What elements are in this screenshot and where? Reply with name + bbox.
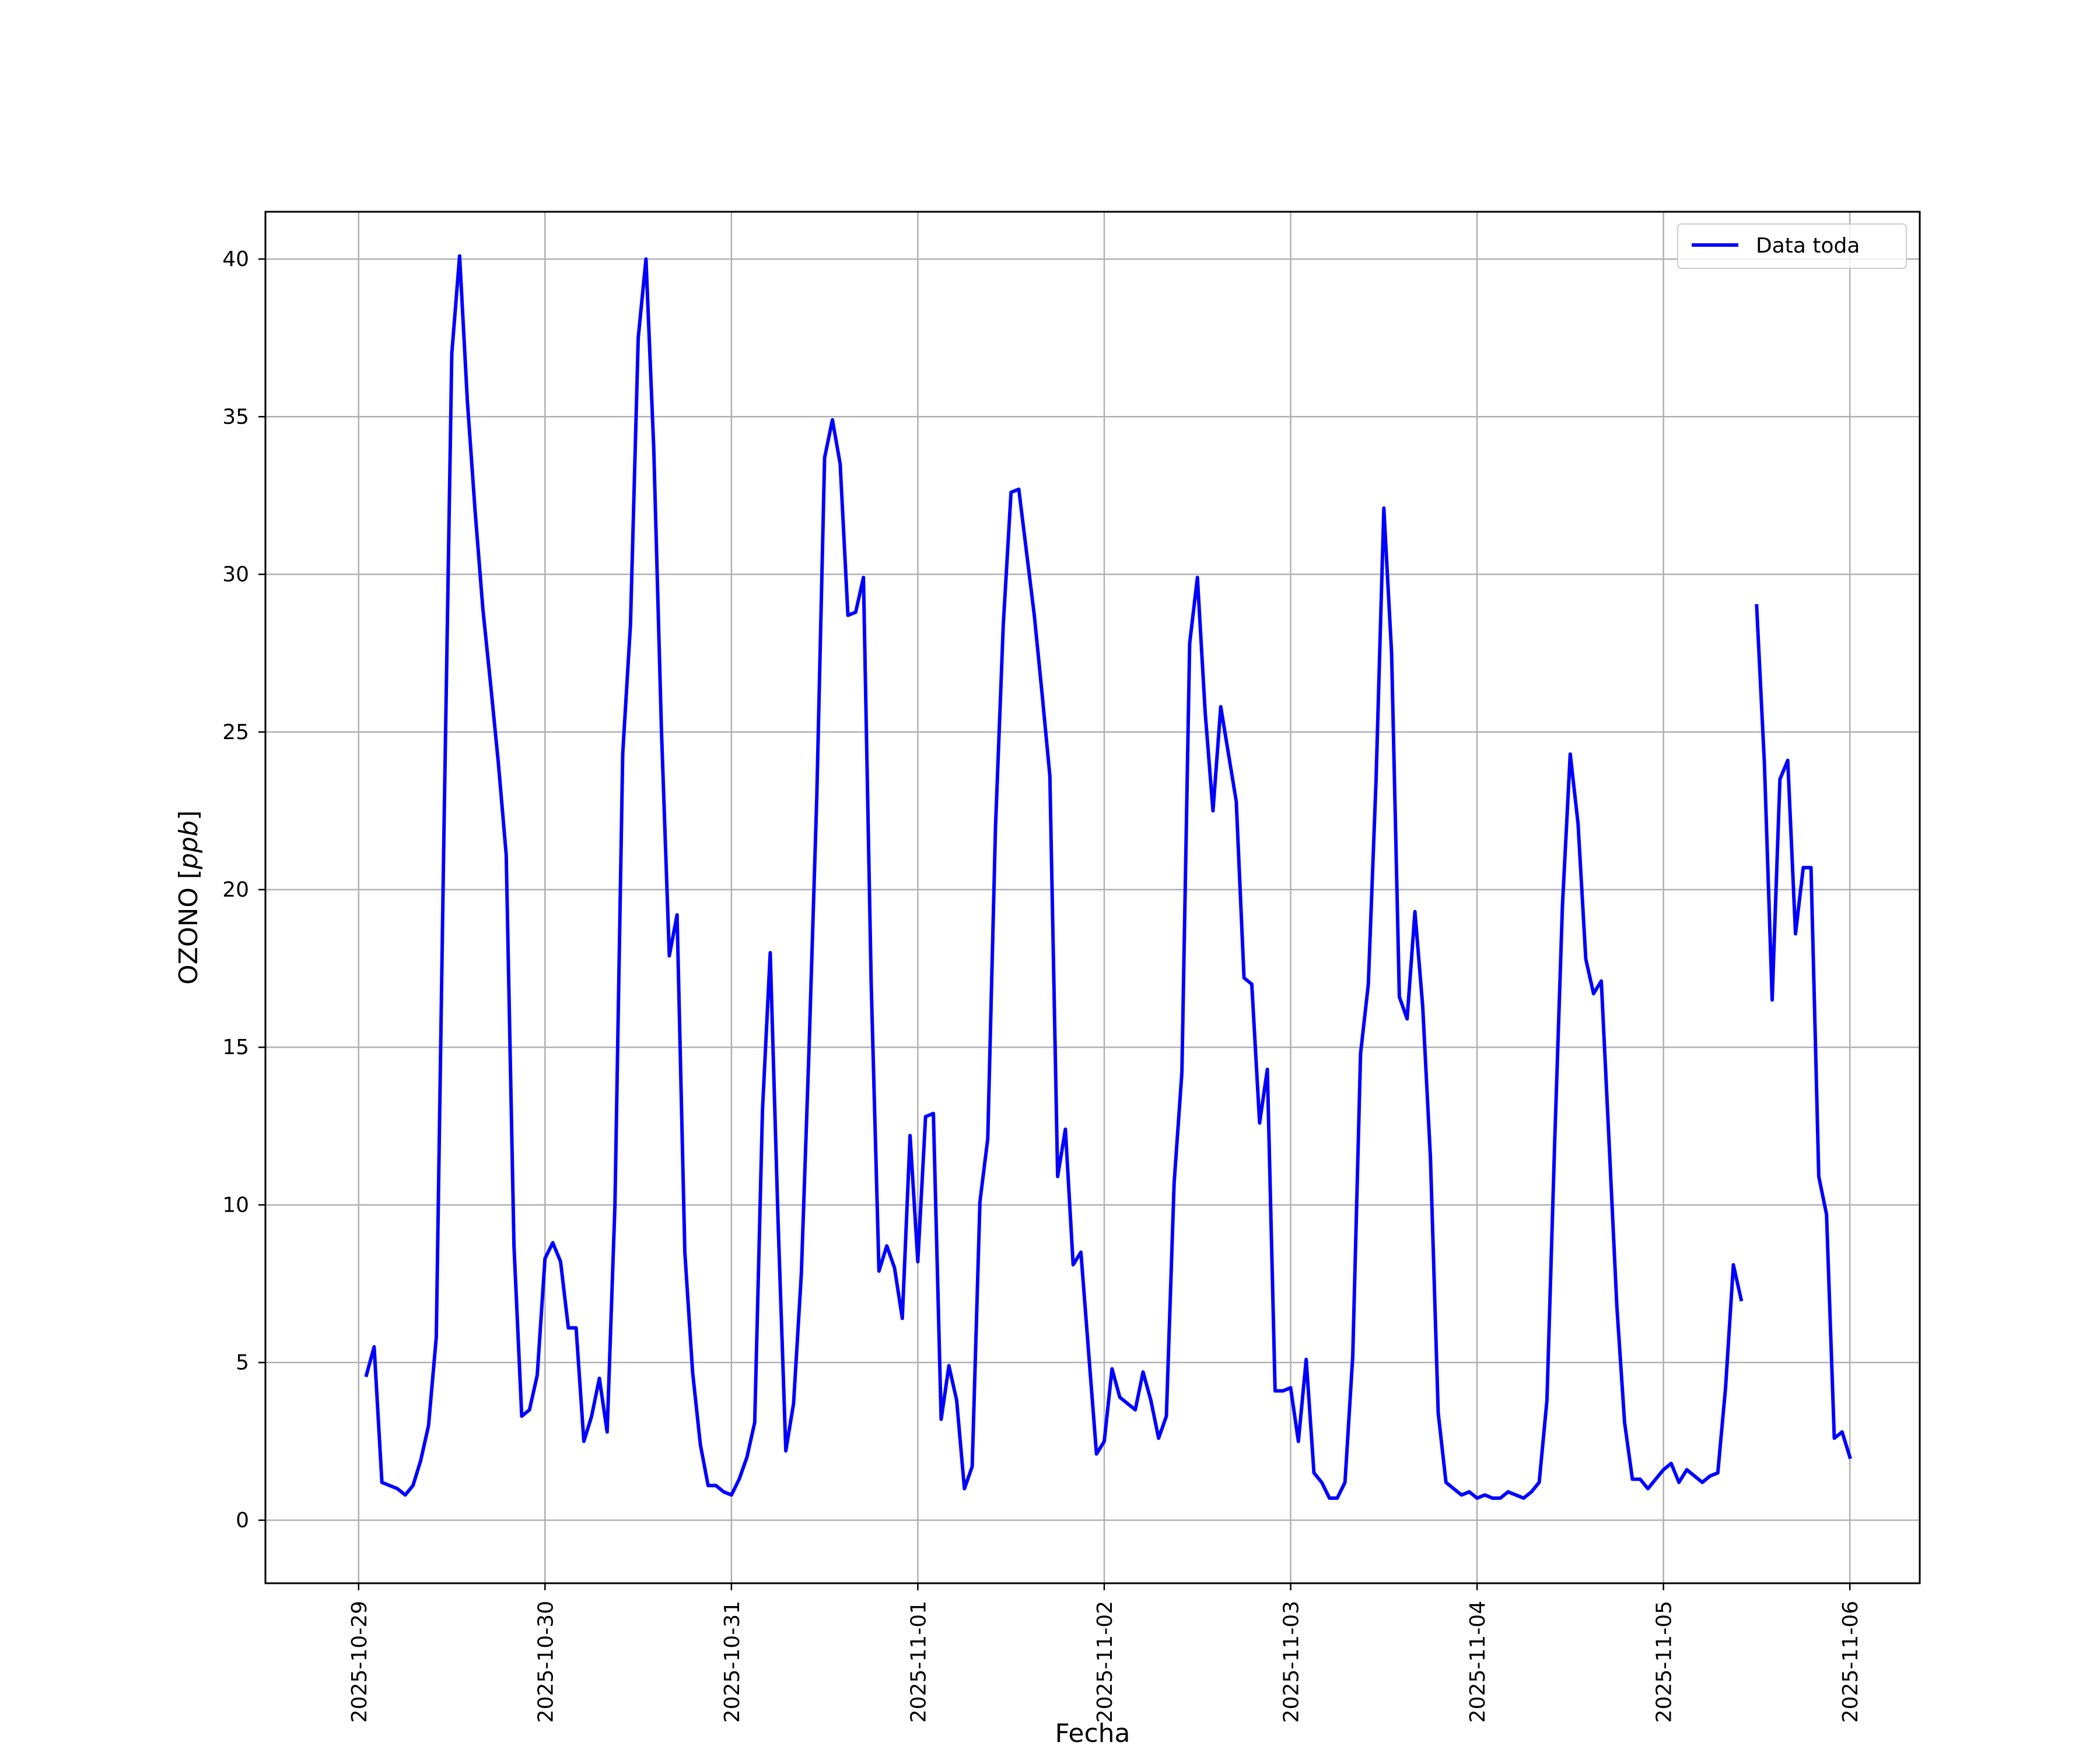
x-tick-label: 2025-11-06 [1839,1601,1863,1723]
legend: Data toda [1677,223,1907,269]
y-tick-label: 15 [222,1035,249,1059]
y-tick-label: 30 [222,563,249,587]
x-axis-label: Fecha [1055,1719,1130,1748]
plot-frame [264,211,1921,1584]
grid [265,212,1920,1583]
y-tick-label: 0 [236,1509,249,1532]
x-tick-label: 2025-11-02 [1093,1601,1117,1723]
x-tick-labels: 2025-10-29 2025-10-30 2025-10-31 2025-11-01… [348,1601,1863,1723]
x-tick-label: 2025-11-03 [1280,1601,1304,1723]
series-lines [364,254,1852,1500]
legend-label: Data toda [1756,234,1860,258]
x-tick-label: 2025-11-04 [1466,1601,1490,1723]
y-tick-label: 5 [236,1351,249,1375]
y-axis-label-unit: ppb [174,820,204,870]
x-tick-label: 2025-10-31 [720,1601,744,1723]
x-tick-label: 2025-11-01 [907,1601,930,1723]
y-tick-label: 20 [222,878,249,902]
x-tick-label: 2025-11-05 [1653,1601,1676,1723]
y-tick-label: 35 [222,405,249,429]
series-line [364,254,1744,1500]
series-line [1755,604,1852,1460]
y-axis-label: OZONO [ppb] [174,810,204,985]
x-tick-label: 2025-10-29 [348,1601,372,1723]
y-tick-label: 40 [222,247,249,271]
y-axis-label-close: ] [174,810,204,820]
legend-box [1677,223,1907,269]
y-axis-label-main: OZONO [ [174,869,204,985]
y-tick-labels: 0 5 10 15 20 25 30 35 40 [222,247,249,1532]
y-tick-label: 10 [222,1193,249,1217]
ticks [258,258,1851,1590]
y-tick-label: 25 [222,720,249,744]
x-tick-label: 2025-10-30 [534,1601,558,1723]
